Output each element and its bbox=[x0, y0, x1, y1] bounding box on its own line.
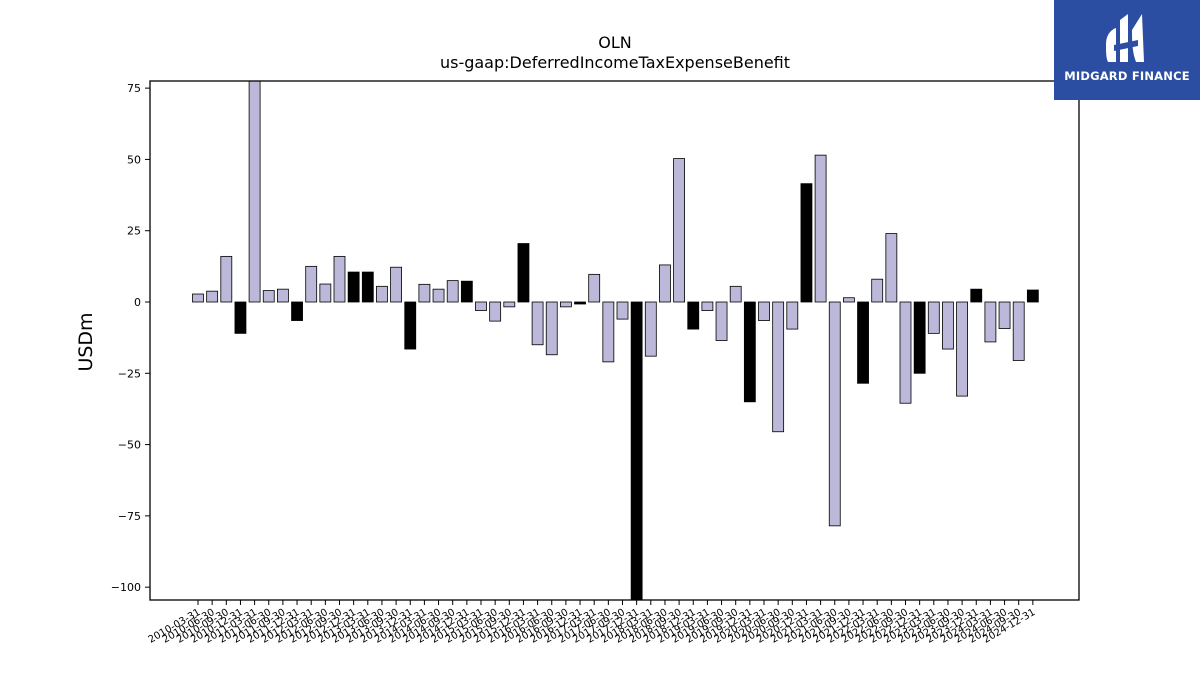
bar-2011-03-31 bbox=[248, 80, 261, 303]
bar-2013-09-30 bbox=[390, 266, 403, 303]
bar-2024-06-30 bbox=[998, 301, 1011, 329]
bar-2019-12-31 bbox=[743, 301, 756, 403]
bar-2015-12-31 bbox=[517, 243, 530, 303]
bar-2023-09-30 bbox=[956, 301, 968, 397]
bar-2022-06-30 bbox=[885, 233, 898, 303]
bar-2019-06-30 bbox=[715, 301, 728, 341]
y-tick-label: −100 bbox=[111, 581, 141, 594]
bar-2012-12-31 bbox=[347, 271, 360, 303]
bar-2016-09-30 bbox=[560, 301, 572, 308]
bar-2020-06-30 bbox=[772, 301, 785, 433]
bar-2010-03-31 bbox=[192, 293, 204, 303]
y-tick-label: 50 bbox=[127, 153, 141, 166]
bar-2013-12-31 bbox=[404, 301, 417, 350]
x-axis-ticks: 2010-03-312010-06-302010-09-302010-12-31… bbox=[147, 600, 1037, 646]
bar-2010-12-31 bbox=[234, 301, 247, 334]
bar-2020-12-31 bbox=[800, 183, 813, 303]
bars-group bbox=[192, 80, 1039, 601]
y-axis-label: USDm bbox=[75, 312, 97, 371]
bar-2024-09-30 bbox=[1012, 301, 1025, 361]
brand-logo: MIDGARD FINANCE bbox=[1054, 0, 1200, 100]
bar-2017-06-30 bbox=[602, 301, 615, 363]
bar-2016-06-30 bbox=[545, 301, 558, 356]
bar-2023-03-31 bbox=[927, 301, 940, 334]
bar-2017-03-31 bbox=[588, 273, 601, 303]
bar-2015-06-30 bbox=[489, 301, 502, 322]
y-tick-label: 0 bbox=[134, 296, 141, 309]
plot-frame bbox=[149, 80, 1080, 601]
bar-2024-03-31 bbox=[984, 301, 997, 343]
bar-2015-03-31 bbox=[475, 301, 487, 311]
bar-2011-09-30 bbox=[276, 288, 289, 303]
bar-2023-06-30 bbox=[942, 301, 954, 350]
bar-2018-12-31 bbox=[687, 301, 700, 330]
bar-2014-12-31 bbox=[460, 280, 473, 303]
bar-2022-09-30 bbox=[899, 301, 912, 404]
logo-mark-icon bbox=[1106, 14, 1144, 62]
y-tick-label: 75 bbox=[127, 82, 141, 95]
bar-2021-03-31 bbox=[814, 154, 827, 303]
bar-2012-06-30 bbox=[319, 283, 332, 303]
bar-2011-06-30 bbox=[262, 290, 275, 303]
bar-2019-09-30 bbox=[729, 285, 742, 303]
bar-2012-03-31 bbox=[305, 265, 318, 303]
bar-2016-12-31 bbox=[574, 301, 586, 305]
y-tick-label: 25 bbox=[127, 225, 141, 238]
logo-text: MIDGARD FINANCE bbox=[1064, 69, 1190, 83]
bar-2010-06-30 bbox=[206, 290, 219, 303]
bar-2020-09-30 bbox=[786, 301, 799, 330]
bar-2020-03-31 bbox=[758, 301, 770, 321]
bar-2022-12-31 bbox=[913, 301, 926, 374]
bar-2014-06-30 bbox=[432, 288, 445, 303]
bar-2018-03-31 bbox=[644, 301, 657, 357]
bar-2010-09-30 bbox=[220, 255, 233, 303]
bar-2018-06-30 bbox=[659, 264, 671, 303]
bar-2015-09-30 bbox=[503, 301, 516, 308]
bar-2017-12-31 bbox=[630, 301, 643, 601]
y-tick-label: −50 bbox=[118, 439, 141, 452]
bar-2024-12-31 bbox=[1026, 289, 1039, 303]
bar-2013-03-31 bbox=[361, 271, 374, 303]
bar-2021-06-30 bbox=[828, 301, 841, 527]
y-tick-label: −25 bbox=[118, 367, 141, 380]
bar-2014-09-30 bbox=[446, 280, 459, 303]
y-tick-label: −75 bbox=[118, 510, 141, 523]
bar-2014-03-31 bbox=[418, 283, 431, 303]
bar-2012-09-30 bbox=[333, 255, 346, 303]
chart-subtitle: us-gaap:DeferredIncomeTaxExpenseBenefit bbox=[440, 53, 790, 72]
bar-2023-12-31 bbox=[970, 288, 983, 303]
bar-2021-09-30 bbox=[843, 297, 855, 303]
bar-2019-03-31 bbox=[701, 301, 714, 311]
bar-2022-03-31 bbox=[871, 278, 884, 303]
bar-2018-09-30 bbox=[673, 158, 685, 303]
bar-2021-12-31 bbox=[857, 301, 869, 384]
bar-2017-09-30 bbox=[616, 301, 629, 320]
bar-2013-06-30 bbox=[376, 285, 388, 303]
chart-title: OLN bbox=[598, 33, 631, 52]
y-axis-ticks: 75 50 25 0 −25 −50 −75 −100 bbox=[111, 82, 150, 594]
bar-2016-03-31 bbox=[531, 301, 544, 346]
bar-2011-12-31 bbox=[291, 301, 303, 321]
